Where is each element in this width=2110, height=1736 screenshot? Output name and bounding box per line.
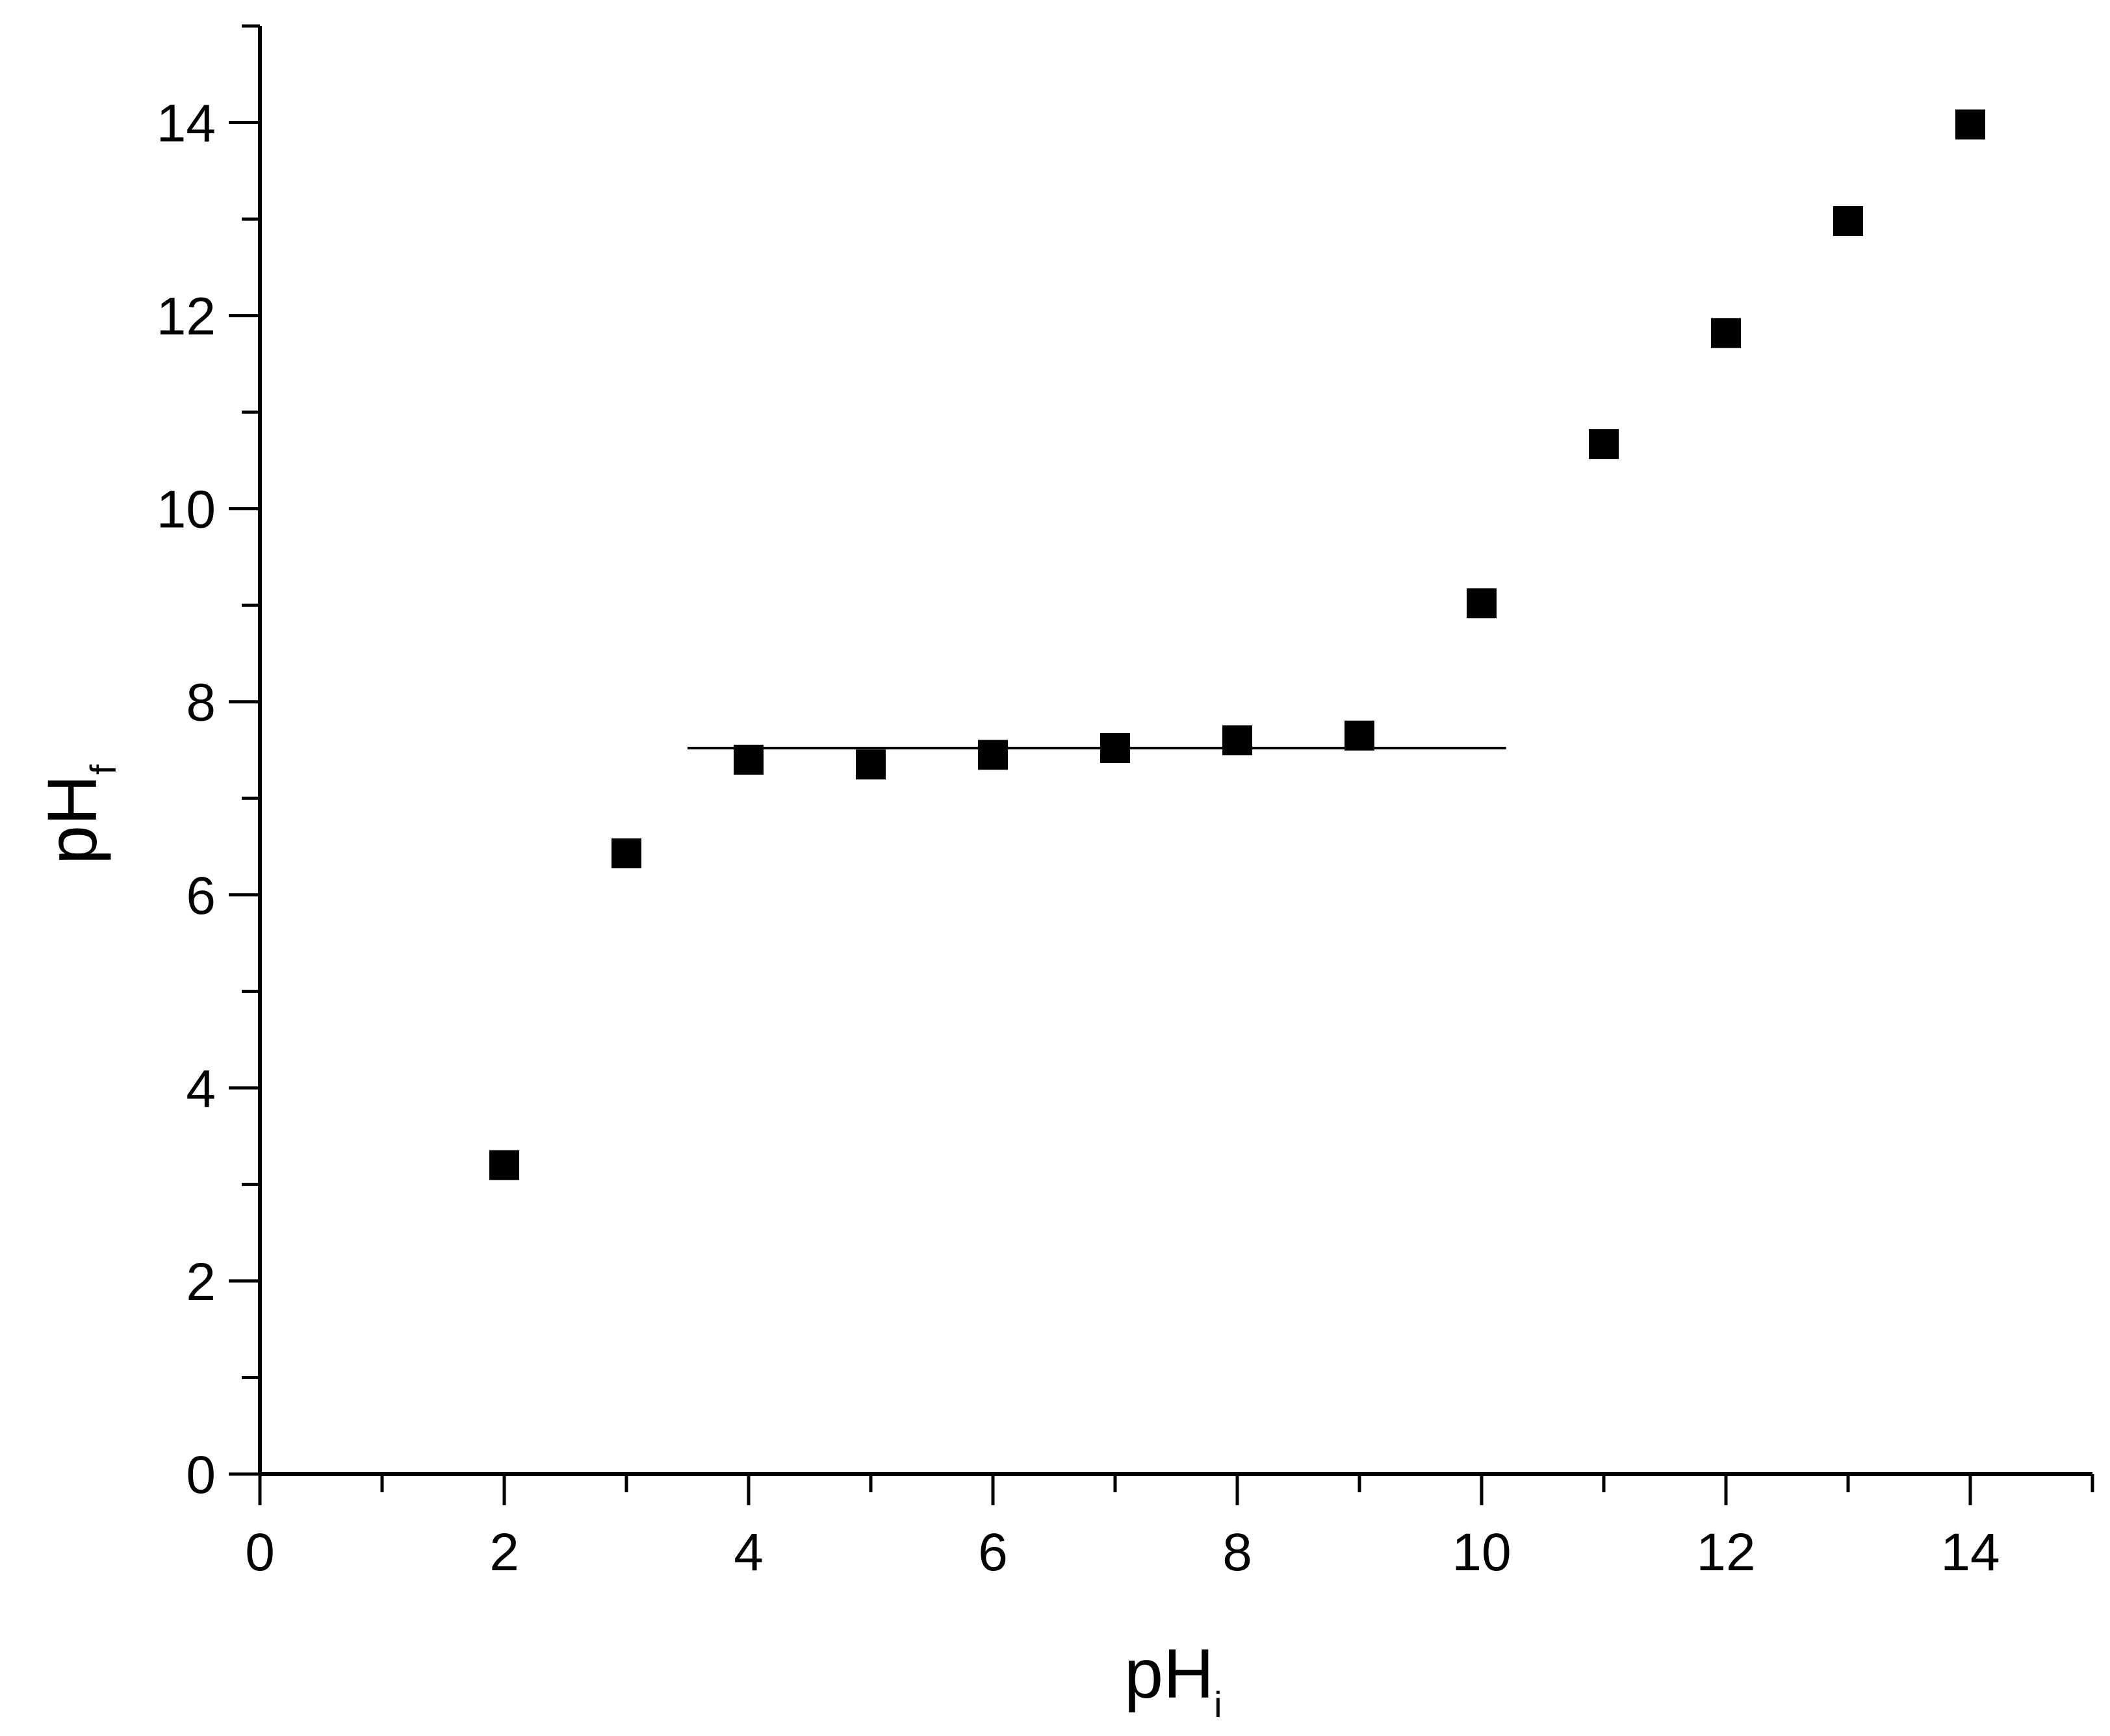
y-tick-label: 10 [157, 480, 216, 539]
y-axis-title-main: pH [32, 775, 111, 864]
x-tick-label: 14 [1940, 1523, 2000, 1582]
axes [258, 26, 2092, 1476]
x-tick-label: 12 [1696, 1523, 1755, 1582]
y-tick-label: 6 [186, 866, 216, 926]
y-tick-label: 4 [186, 1059, 216, 1119]
x-axis-title: pHi [1124, 1634, 1222, 1725]
y-tick-label: 2 [186, 1252, 216, 1312]
x-tick-label: 2 [489, 1523, 519, 1582]
y-tick-label: 12 [157, 287, 216, 346]
data-point [734, 744, 764, 775]
x-tick-label: 6 [978, 1523, 1008, 1582]
tick-marks [229, 24, 2094, 1505]
data-point [1222, 725, 1252, 756]
y-tick-label: 8 [186, 673, 216, 732]
x-axis-title-main: pH [1124, 1634, 1214, 1713]
data-point [1467, 588, 1497, 619]
data-point [611, 838, 641, 868]
data-point [1589, 429, 1619, 460]
data-point [1955, 109, 1985, 140]
data-point [1833, 206, 1863, 237]
data-point [489, 1150, 519, 1180]
y-axis-title: pHf [32, 764, 123, 864]
data-point [1100, 733, 1130, 764]
data-points [489, 109, 1985, 1180]
data-point [978, 740, 1008, 770]
x-tick-label: 0 [245, 1523, 275, 1582]
y-axis-title-subscript: f [83, 764, 123, 775]
x-axis-title-subscript: i [1214, 1684, 1222, 1725]
tick-labels: 0 2 4 6 8 10 12 14 0 2 4 6 8 10 12 14 [157, 94, 2000, 1582]
data-point [1344, 720, 1374, 751]
x-tick-label: 8 [1222, 1523, 1252, 1582]
data-point [1711, 318, 1741, 348]
data-point [856, 749, 886, 780]
x-tick-label: 10 [1452, 1523, 1511, 1582]
y-tick-label: 14 [157, 94, 216, 153]
x-tick-label: 4 [734, 1523, 764, 1582]
y-tick-label: 0 [186, 1445, 216, 1505]
